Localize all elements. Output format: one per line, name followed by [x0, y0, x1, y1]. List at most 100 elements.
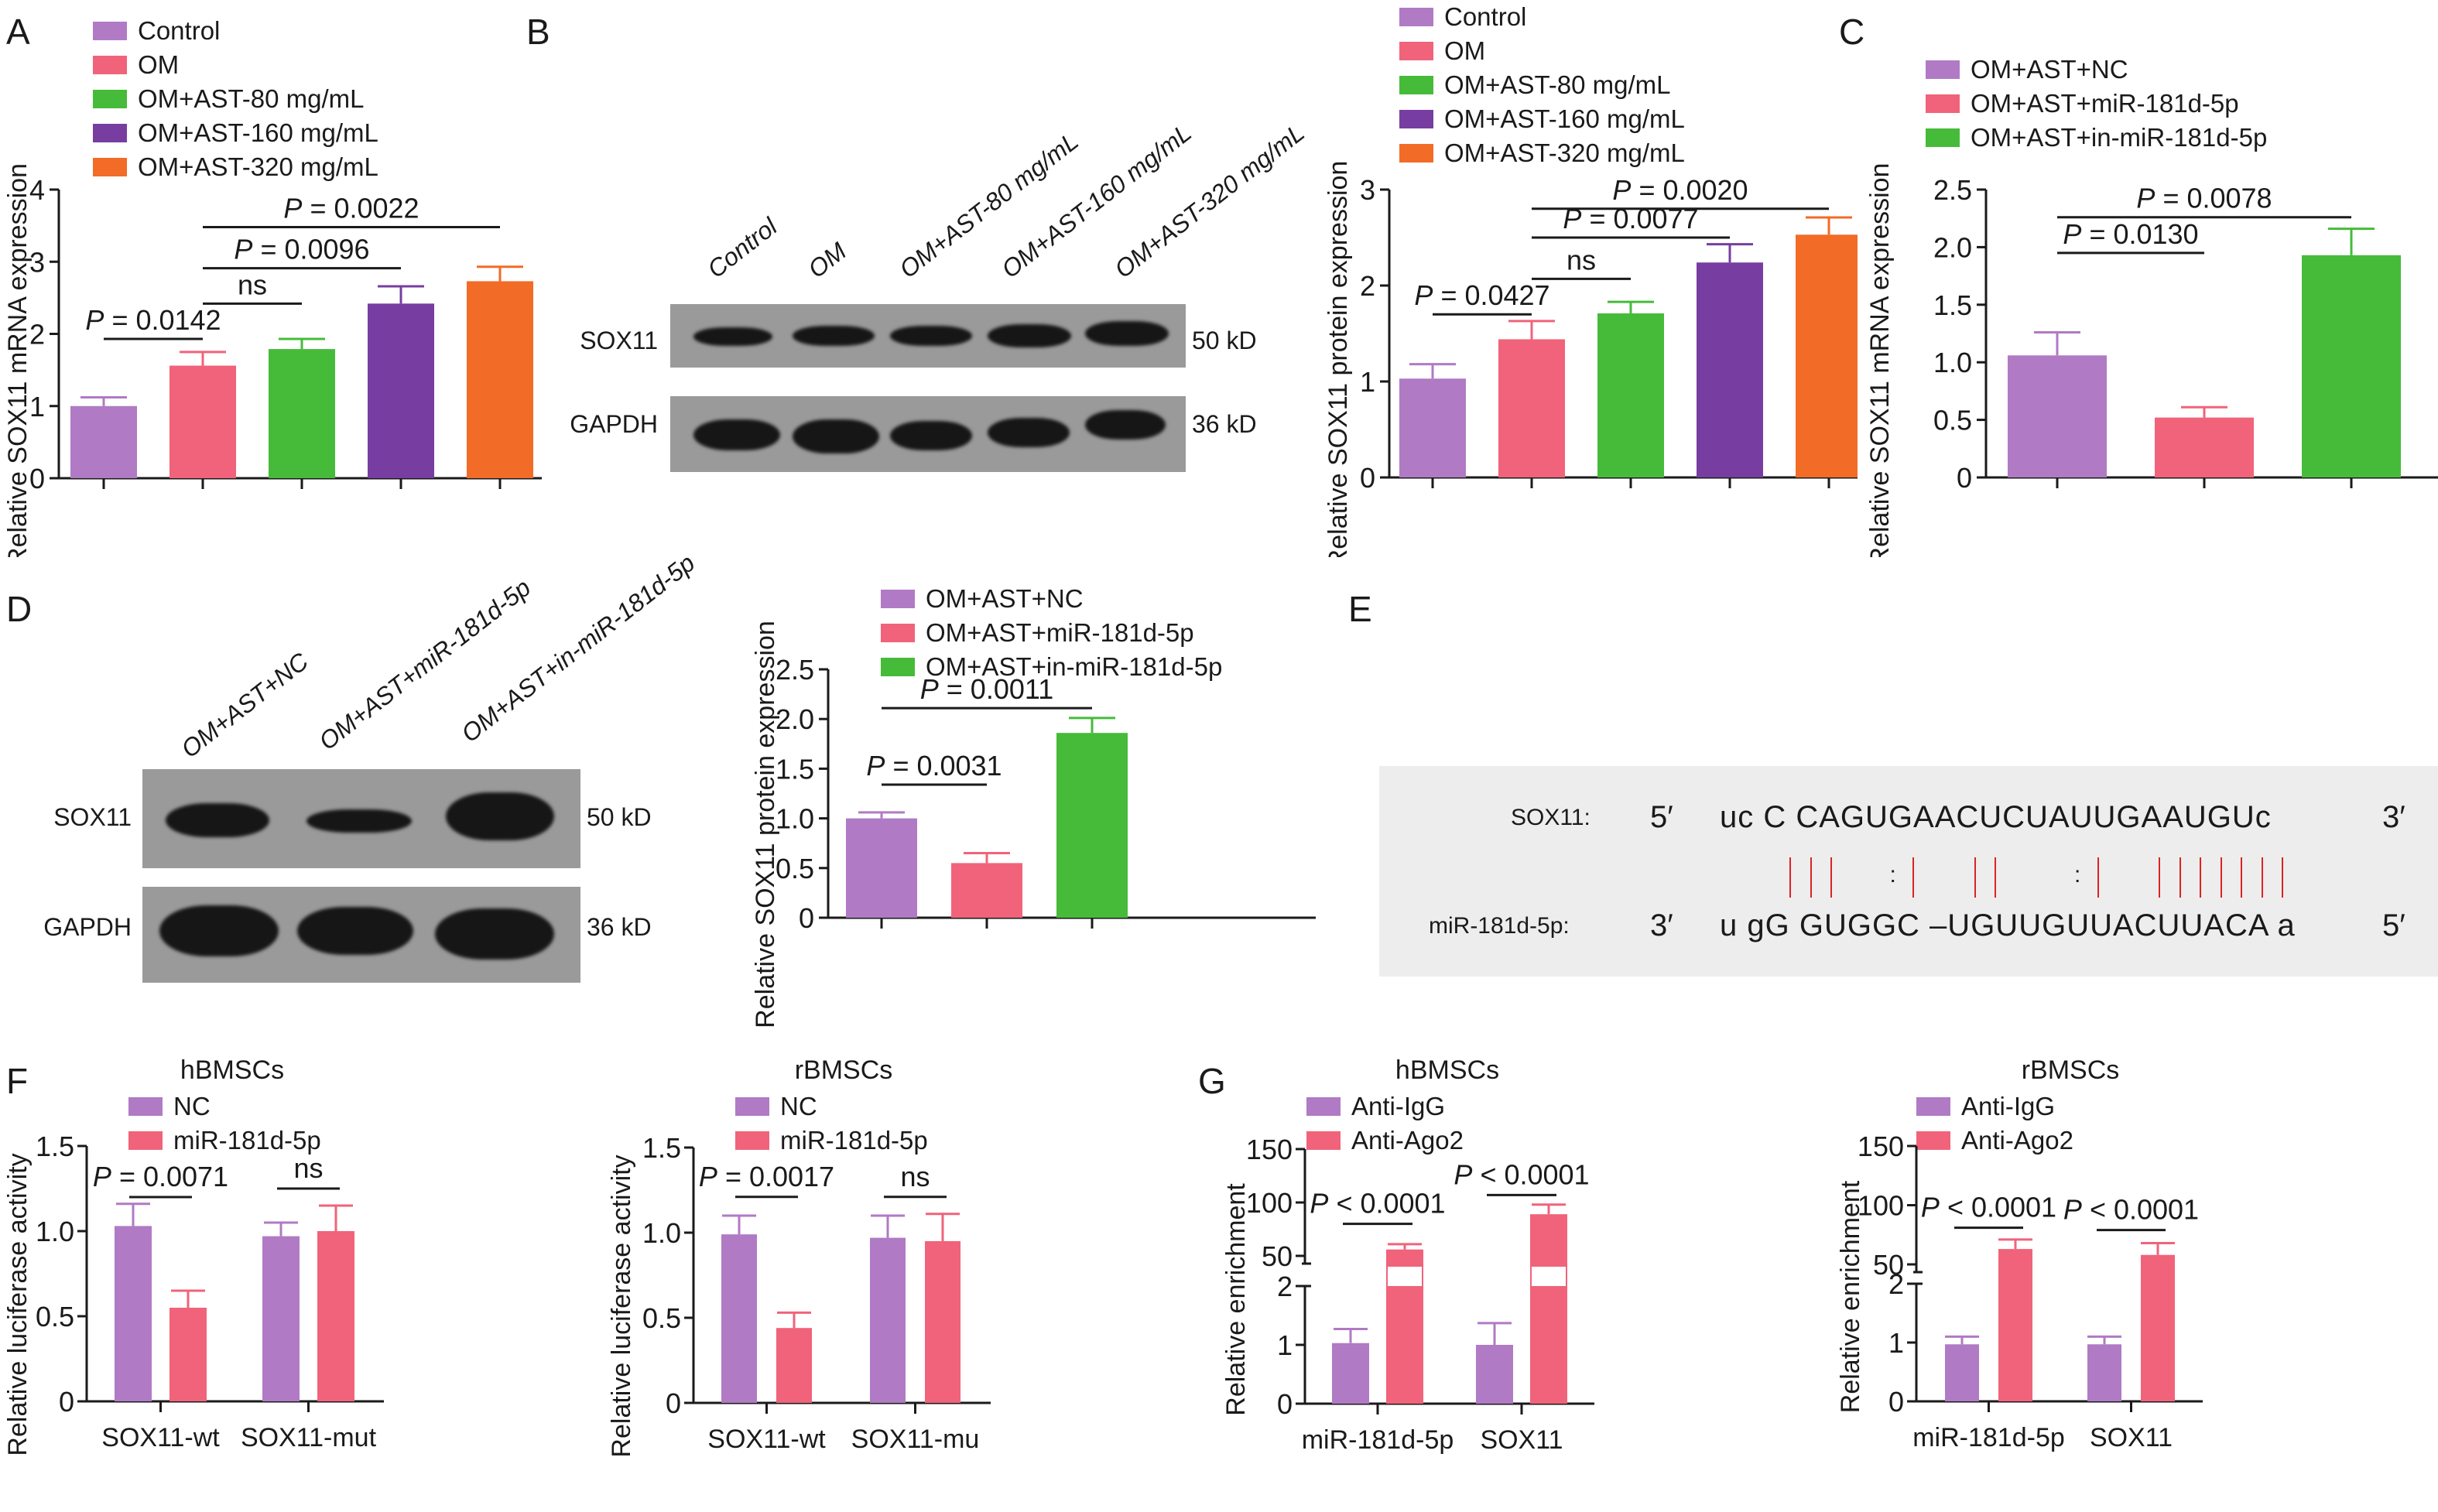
blot-band [297, 907, 413, 955]
legend-swatch [93, 90, 127, 108]
y-tick-label: 1.5 [776, 753, 814, 785]
legend-label: OM+AST+NC [926, 584, 1084, 613]
legend-item: Control [1399, 0, 1685, 34]
x-tick-label: SOX11-wt [101, 1423, 220, 1452]
legend-swatch [1926, 60, 1960, 79]
legend-swatch [128, 1097, 163, 1116]
blot-band [988, 418, 1070, 447]
y-tick-label: 0 [1360, 462, 1375, 494]
y-tick-label: 3 [1360, 174, 1375, 206]
y-tick-label: 1.0 [36, 1216, 74, 1247]
bar [1476, 1345, 1513, 1404]
y-tick-label: 2.5 [1933, 174, 1972, 206]
significance-label: ns [238, 269, 267, 300]
bar [1056, 733, 1128, 918]
legend-item: NC [128, 1090, 321, 1124]
bar [1697, 262, 1763, 477]
legend-swatch [93, 124, 127, 142]
significance-label: P = 0.0078 [2136, 183, 2272, 214]
legend-g-r: Anti-IgG Anti-Ago2 [1916, 1090, 2073, 1158]
y-axis-label: Relative enrichment [1836, 1180, 1865, 1413]
legend-label: OM+AST-80 mg/mL [138, 84, 365, 113]
blot-band [446, 792, 554, 840]
y-tick-label: 0 [799, 902, 814, 934]
bar [1530, 1214, 1567, 1404]
legend-swatch [1399, 144, 1433, 162]
legend-item: OM+AST-320 mg/mL [93, 150, 378, 184]
significance-label: ns [293, 1152, 323, 1184]
y-tick-label: 1 [1277, 1329, 1293, 1361]
significance-label: ns [900, 1161, 930, 1192]
legend-label: NC [173, 1092, 211, 1120]
legend-label: OM+AST+in-miR-181d-5p [926, 652, 1223, 681]
legend-item: Anti-Ago2 [1916, 1124, 2073, 1158]
y-tick-label: 1.5 [1933, 289, 1972, 321]
legend-label: Anti-Ago2 [1351, 1126, 1464, 1155]
x-tick-label: SOX11 [1480, 1425, 1563, 1455]
blot-band [1085, 321, 1169, 346]
y-axis-label: Relative luciferase activity [3, 1153, 33, 1456]
y-tick-label: 2 [1277, 1271, 1293, 1302]
y-tick-label: 0 [1277, 1388, 1293, 1420]
y-axis-label: Relative luciferase activity [607, 1155, 636, 1457]
legend-label: OM [138, 50, 180, 79]
legend-label: miR-181d-5p [780, 1126, 928, 1155]
legend-swatch [881, 658, 915, 676]
legend-label: Anti-Ago2 [1961, 1126, 2073, 1155]
legend-item: OM+AST+miR-181d-5p [881, 616, 1222, 650]
bar [467, 281, 533, 478]
y-tick-label: 150 [1858, 1131, 1904, 1162]
base-pair-line [2261, 857, 2263, 898]
bar [951, 863, 1022, 918]
legend-swatch [93, 56, 127, 74]
blot-row-label: SOX11 [580, 327, 658, 354]
blot-strip-gapdh [142, 887, 580, 983]
legend-swatch [93, 158, 127, 176]
wobble-pair-mark: : [1889, 862, 1896, 888]
blot-band [159, 905, 279, 956]
legend-c: OM+AST+NC OM+AST+miR-181d-5p OM+AST+in-m… [1926, 53, 2267, 155]
sox11-5prime: 5′ [1650, 800, 1673, 834]
legend-item: Anti-IgG [1916, 1090, 2073, 1124]
legend-item: OM [93, 48, 378, 82]
blot-band [890, 326, 972, 346]
y-axis-label: Relative enrichment [1221, 1183, 1251, 1416]
bar [1498, 339, 1565, 477]
panel-label-f: F [6, 1061, 29, 1101]
legend-item: Anti-IgG [1306, 1090, 1464, 1124]
chart-title: rBMSCs [2022, 1055, 2120, 1085]
y-tick-label: 0 [1888, 1386, 1904, 1418]
blot-row-label: SOX11 [53, 803, 132, 831]
legend-item: OM+AST+miR-181d-5p [1926, 87, 2267, 121]
chart-title: hBMSCs [180, 1055, 284, 1085]
x-tick-label: SOX11 [2090, 1423, 2173, 1452]
significance-label: P = 0.0011 [920, 673, 1053, 705]
legend-swatch [1306, 1131, 1341, 1150]
legend-item: miR-181d-5p [128, 1124, 321, 1158]
sox11-3prime: 3′ [2382, 800, 2405, 834]
legend-swatch [1399, 76, 1433, 94]
y-tick-label: 1.0 [642, 1217, 681, 1249]
bar [2008, 355, 2107, 477]
wobble-pair-mark: : [2074, 862, 2081, 888]
legend-g-h: Anti-IgG Anti-Ago2 [1306, 1090, 1464, 1158]
bar-break-gap [1532, 1267, 1566, 1286]
y-tick-label: 1 [29, 391, 45, 422]
y-tick-label: 2 [29, 319, 45, 351]
legend-label: Anti-IgG [1961, 1092, 2056, 1120]
sox11-label: SOX11: [1511, 805, 1591, 830]
chart-title: rBMSCs [795, 1055, 893, 1085]
chart-title: hBMSCs [1395, 1055, 1499, 1085]
significance-label: P = 0.0077 [1563, 203, 1698, 234]
y-tick-label: 1.0 [776, 803, 814, 835]
chart-g-rbmscs: rBMSCs 0 1 250 100 150 Relative enrichment miR-… [1836, 1055, 2203, 1452]
y-axis-label: Relative SOX11 protein expression [751, 621, 780, 1028]
legend-swatch [1306, 1097, 1341, 1116]
bar [870, 1237, 906, 1403]
significance-label: P = 0.0142 [85, 304, 221, 336]
legend-swatch [1926, 128, 1960, 147]
significance-label: P < 0.0001 [1454, 1158, 1589, 1190]
